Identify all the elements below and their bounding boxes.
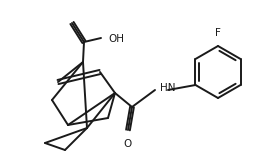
Text: OH: OH: [108, 34, 124, 44]
Text: F: F: [215, 28, 221, 38]
Text: HN: HN: [160, 83, 176, 93]
Text: O: O: [123, 139, 131, 149]
